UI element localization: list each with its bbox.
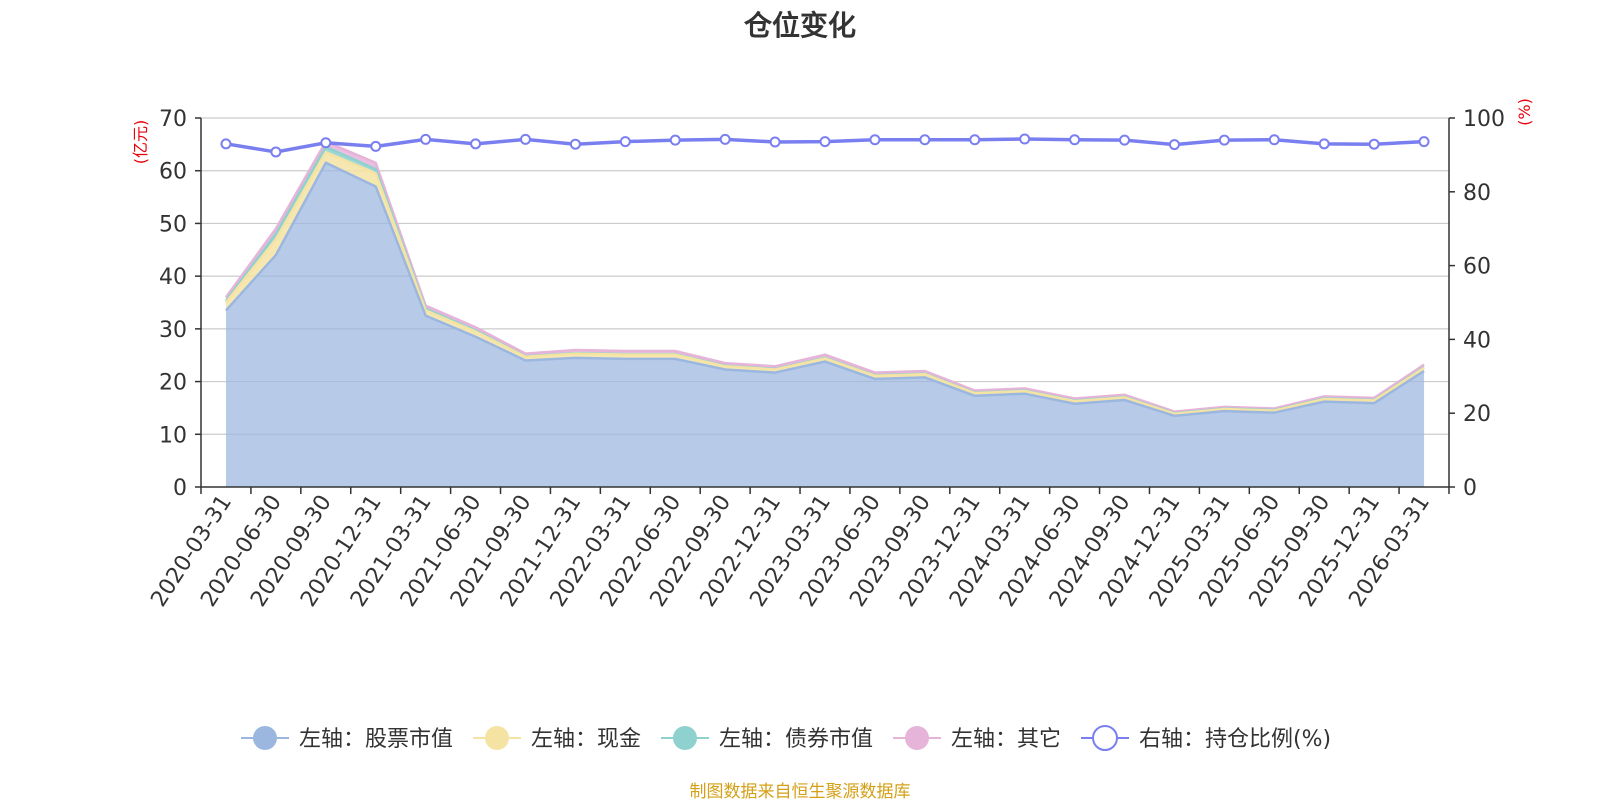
ratio-point (220, 138, 232, 150)
right-tick-label: 60 (1463, 255, 1491, 280)
ratio-point (969, 134, 981, 146)
area-series (224, 140, 1425, 488)
ratio-point (470, 138, 482, 150)
source-note: 制图数据来自恒生聚源数据库 (689, 782, 911, 802)
ratio-point (1218, 134, 1230, 146)
left-axis-unit-label: (亿元) (131, 120, 150, 165)
right-tick-label: 80 (1463, 181, 1491, 206)
left-tick-label: 0 (173, 476, 187, 501)
legend-label: 左轴：现金 (531, 727, 641, 752)
ratio-point (1119, 134, 1131, 146)
ratio-point (1418, 136, 1430, 148)
legend-marker-icon (673, 726, 697, 750)
legend-label: 右轴：持仓比例(%) (1139, 727, 1331, 752)
legend-marker-icon (1092, 725, 1118, 751)
ratio-point (1019, 133, 1031, 145)
right-axis-unit-label: (%) (1515, 98, 1534, 126)
legend-marker-icon (485, 726, 509, 750)
ratio-point (1168, 139, 1180, 151)
right-tick-label: 20 (1463, 402, 1491, 427)
area-0 (225, 162, 1425, 488)
chart-title: 仓位变化 (743, 9, 856, 42)
left-tick-label: 30 (159, 318, 187, 343)
left-tick-label: 20 (159, 371, 187, 396)
ratio-point (669, 134, 681, 146)
ratio-point (519, 133, 531, 145)
left-tick-label: 40 (159, 265, 187, 290)
legend-item-2: 左轴：债券市值 (661, 726, 873, 752)
left-tick-label: 50 (159, 212, 187, 237)
legend-item-0: 左轴：股票市值 (241, 726, 453, 752)
ratio-point (619, 136, 631, 148)
ratio-point (1318, 138, 1330, 150)
ratio-point (919, 134, 931, 146)
legend-marker-icon (905, 726, 929, 750)
ratio-point (769, 136, 781, 148)
ratio-point (1368, 138, 1380, 150)
ratio-point (1069, 134, 1081, 146)
area-line-1 (224, 150, 1425, 415)
legend-item-4: 右轴：持仓比例(%) (1081, 725, 1331, 752)
right-tick-label: 40 (1463, 328, 1491, 353)
ratio-point (320, 137, 332, 149)
legend-item-3: 左轴：其它 (893, 726, 1061, 752)
left-tick-label: 70 (159, 107, 187, 132)
ratio-line-series (220, 133, 1430, 158)
ratio-point (270, 146, 282, 158)
legend-marker-icon (253, 726, 277, 750)
legend-label: 左轴：债券市值 (719, 727, 873, 752)
ratio-point (719, 133, 731, 145)
ratio-point (869, 134, 881, 146)
legend-label: 左轴：股票市值 (299, 727, 453, 752)
area-line-0 (225, 161, 1425, 418)
legend-item-1: 左轴：现金 (473, 726, 641, 752)
legend-label: 左轴：其它 (951, 727, 1061, 752)
right-tick-label: 100 (1463, 107, 1505, 132)
right-tick-label: 0 (1463, 476, 1477, 501)
legend: 左轴：股票市值 左轴：现金 左轴：债券市值 左轴：其它 右轴：持仓比例(%) (241, 725, 1331, 752)
ratio-point (370, 140, 382, 152)
ratio-point (569, 138, 581, 150)
ratio-point (1268, 134, 1280, 146)
ratio-point (420, 133, 432, 145)
ratio-point (819, 136, 831, 148)
left-tick-label: 10 (159, 423, 187, 448)
left-tick-label: 60 (159, 160, 187, 185)
